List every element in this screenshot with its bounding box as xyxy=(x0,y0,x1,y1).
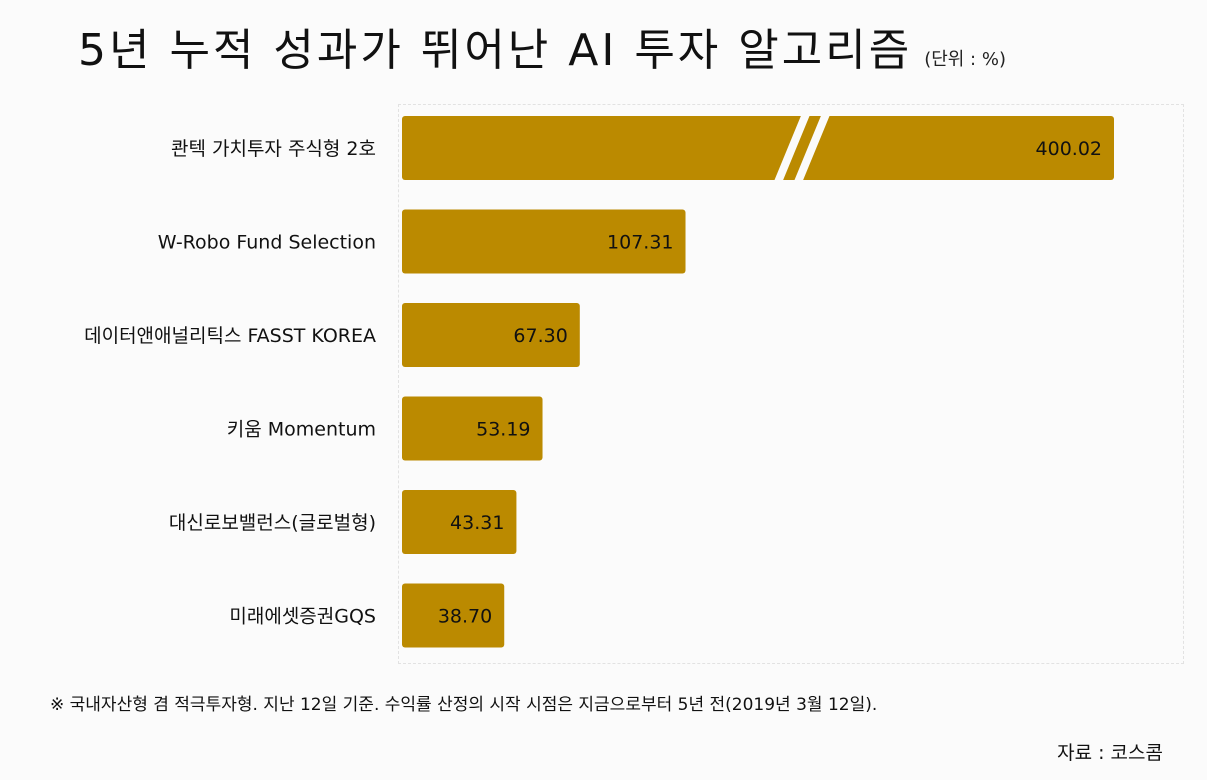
chart-title-text: 5년 누적 성과가 뛰어난 AI 투자 알고리즘 xyxy=(78,25,913,76)
bar-chart: 400.02 콴텍 가치투자 주식형 2호 107.31 W-Robo Fund Se… xyxy=(84,112,1114,648)
value-label-6: 38.70 xyxy=(438,606,492,628)
value-label-3: 67.30 xyxy=(513,325,567,347)
bar-3 xyxy=(402,303,580,367)
bar-1 xyxy=(402,116,1114,180)
category-label-6: 미래에셋증권GQS xyxy=(229,606,376,628)
value-label-1: 400.02 xyxy=(1036,138,1102,160)
chart-title: 5년 누적 성과가 뛰어난 AI 투자 알고리즘 (단위 : %) xyxy=(78,14,1006,78)
category-label-3: 데이터앤애널리틱스 FASST KOREA xyxy=(84,325,376,347)
unit-label: (단위 : %) xyxy=(924,49,1006,70)
category-label-4: 키움 Momentum xyxy=(227,419,376,441)
axis-break-mark-1 xyxy=(774,112,810,184)
bar-2 xyxy=(402,209,686,274)
axis-break-mark-2 xyxy=(794,112,830,184)
value-label-2: 107.31 xyxy=(607,232,673,254)
category-label-2: W-Robo Fund Selection xyxy=(158,232,376,254)
category-label-1: 콴텍 가치투자 주식형 2호 xyxy=(171,138,376,160)
plot-area-frame xyxy=(398,104,1184,664)
value-label-5: 43.31 xyxy=(450,512,504,534)
bar-4 xyxy=(402,396,543,461)
bar-6 xyxy=(402,583,505,648)
source-credit: 자료 : 코스콤 xyxy=(1057,742,1163,764)
footnote: ※ 국내자산형 겸 적극투자형. 지난 12일 기준. 수익률 산정의 시작 시… xyxy=(50,695,878,715)
category-label-5: 대신로보밸런스(글로벌형) xyxy=(169,512,376,534)
value-label-4: 53.19 xyxy=(476,419,530,441)
bar-5 xyxy=(402,490,517,554)
